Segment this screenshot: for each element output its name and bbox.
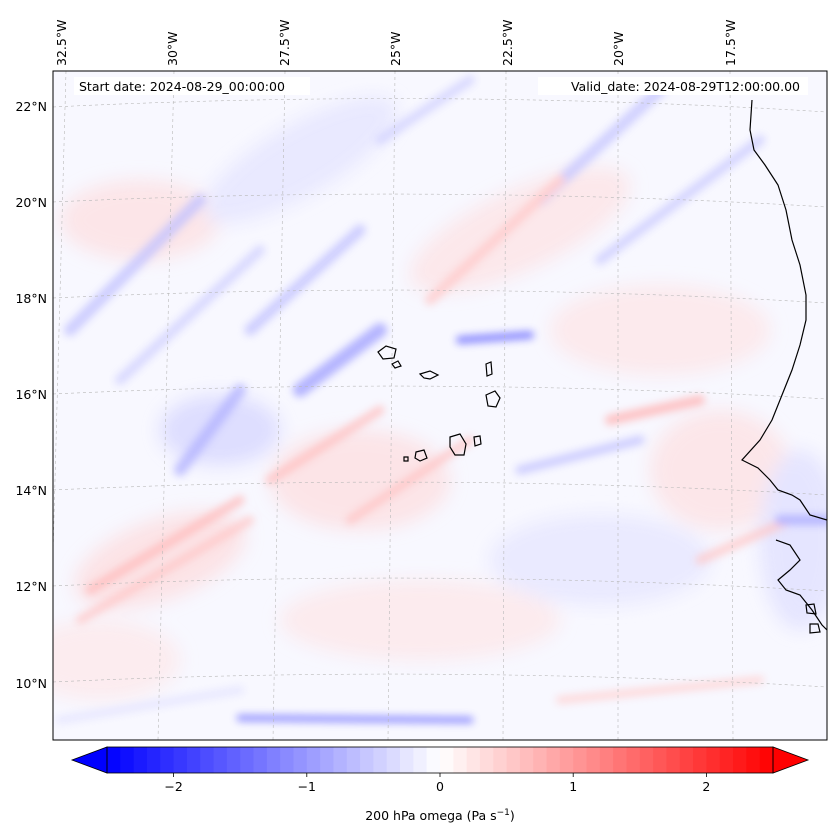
colorbar-segment [666, 747, 681, 773]
map-frame [52, 70, 828, 741]
island-fogo [414, 449, 428, 462]
island-boa-vista [485, 390, 501, 408]
colorbar-segment [733, 747, 747, 773]
lon-label: 17.5°W [723, 20, 738, 66]
colorbar-segment [613, 747, 628, 773]
lat-label: 10°N [15, 676, 47, 691]
island-sao-vicente [391, 360, 402, 369]
colorbar-segment [559, 747, 574, 773]
lon-label: 25°W [388, 31, 403, 66]
valid-date-label: Valid_date: 2024-08-29T12:00:00.00 [571, 79, 800, 94]
colorbar-segment [586, 747, 601, 773]
colorbar-segment [186, 747, 201, 773]
lat-label: 14°N [15, 483, 47, 498]
gridlines [53, 71, 827, 740]
lon-label: 32.5°W [54, 20, 69, 66]
colorbar-segment [373, 747, 388, 773]
colorbar-tick-label: −2 [164, 779, 182, 794]
colorbar-segment [213, 747, 228, 773]
colorbar-segment [360, 747, 374, 773]
colorbar-segment [706, 747, 721, 773]
colorbar-segment [453, 747, 468, 773]
colorbar-segment [679, 747, 694, 773]
colorbar-segment [226, 747, 241, 773]
island-maio [473, 435, 482, 447]
colorbar-segment [200, 747, 215, 773]
colorbar-segment [693, 747, 707, 773]
colorbar-segment [240, 747, 255, 773]
colorbar-segment [519, 747, 534, 773]
colorbar-segment [320, 747, 335, 773]
lat-label: 18°N [15, 291, 47, 306]
colorbar-segment [306, 747, 321, 773]
colorbar-segment [253, 747, 268, 773]
colorbar-segment [413, 747, 428, 773]
colorbar-segment [759, 747, 774, 773]
colorbar-segment [333, 747, 348, 773]
latitude-labels: 22°N 20°N 18°N 16°N 14°N 12°N 10°N [15, 99, 47, 691]
colorbar-tick-label: 1 [569, 779, 577, 794]
valid-date-box [538, 77, 808, 95]
colorbar: −2 −1 0 1 2 200 hPa omega (Pa s−1) [70, 746, 810, 823]
lon-label: 20°W [611, 31, 626, 66]
lon-label: 30°W [165, 31, 180, 66]
colorbar-segment [266, 747, 281, 773]
map-panel: Start date: 2024-08-29_00:00:00 Valid_da… [52, 70, 828, 741]
colorbar-segment [400, 747, 414, 773]
colorbar-tick-label: 0 [436, 779, 444, 794]
colorbar-segment [746, 747, 761, 773]
colorbar-segment [120, 747, 135, 773]
colorbar-segment [293, 747, 308, 773]
colorbar-segment [653, 747, 668, 773]
colorbar-segment [626, 747, 641, 773]
island-brava [403, 456, 409, 462]
island-sao-nicolau [418, 370, 440, 380]
start-date-box [74, 77, 310, 95]
colorbar-segment [160, 747, 175, 773]
colorbar-segment [440, 747, 454, 773]
colorbar-label: 200 hPa omega (Pa s−1) [365, 808, 515, 823]
colorbar-segment [546, 747, 561, 773]
lon-label: 22.5°W [500, 20, 515, 66]
colorbar-segment [493, 747, 508, 773]
colorbar-segment [386, 747, 401, 773]
colorbar-segments [107, 747, 774, 773]
colorbar-tick-label: −1 [298, 779, 316, 794]
colorbar-segment [280, 747, 295, 773]
lat-label: 22°N [15, 99, 47, 114]
lat-label: 20°N [15, 195, 47, 210]
colorbar-segment [133, 747, 148, 773]
lat-label: 12°N [15, 579, 47, 594]
omega-field [53, 75, 827, 724]
island-santiago [449, 433, 467, 456]
colorbar-ticks: −2 −1 0 1 2 [164, 773, 710, 794]
colorbar-segment [506, 747, 521, 773]
colorbar-segment [599, 747, 614, 773]
colorbar-segment [533, 747, 548, 773]
colorbar-segment [173, 747, 188, 773]
island-sal [485, 361, 493, 377]
colorbar-segment [146, 747, 161, 773]
colorbar-high-extension [772, 746, 810, 774]
start-date-label: Start date: 2024-08-29_00:00:00 [79, 79, 285, 94]
colorbar-segment [346, 747, 361, 773]
colorbar-segment [107, 747, 121, 773]
colorbar-segment [719, 747, 734, 773]
lat-label: 16°N [15, 387, 47, 402]
colorbar-segment [479, 747, 494, 773]
colorbar-segment [466, 747, 481, 773]
colorbar-segment [639, 747, 654, 773]
island-santo-antao [377, 345, 397, 360]
africa-coastline [741, 99, 827, 521]
colorbar-segment [573, 747, 588, 773]
longitude-labels: 32.5°W 30°W 27.5°W 25°W 22.5°W 20°W 17.5… [54, 20, 738, 66]
lon-label: 27.5°W [277, 20, 292, 66]
coastlines [377, 99, 827, 634]
colorbar-low-extension [70, 746, 108, 774]
colorbar-segment [426, 747, 441, 773]
colorbar-tick-label: 2 [702, 779, 710, 794]
